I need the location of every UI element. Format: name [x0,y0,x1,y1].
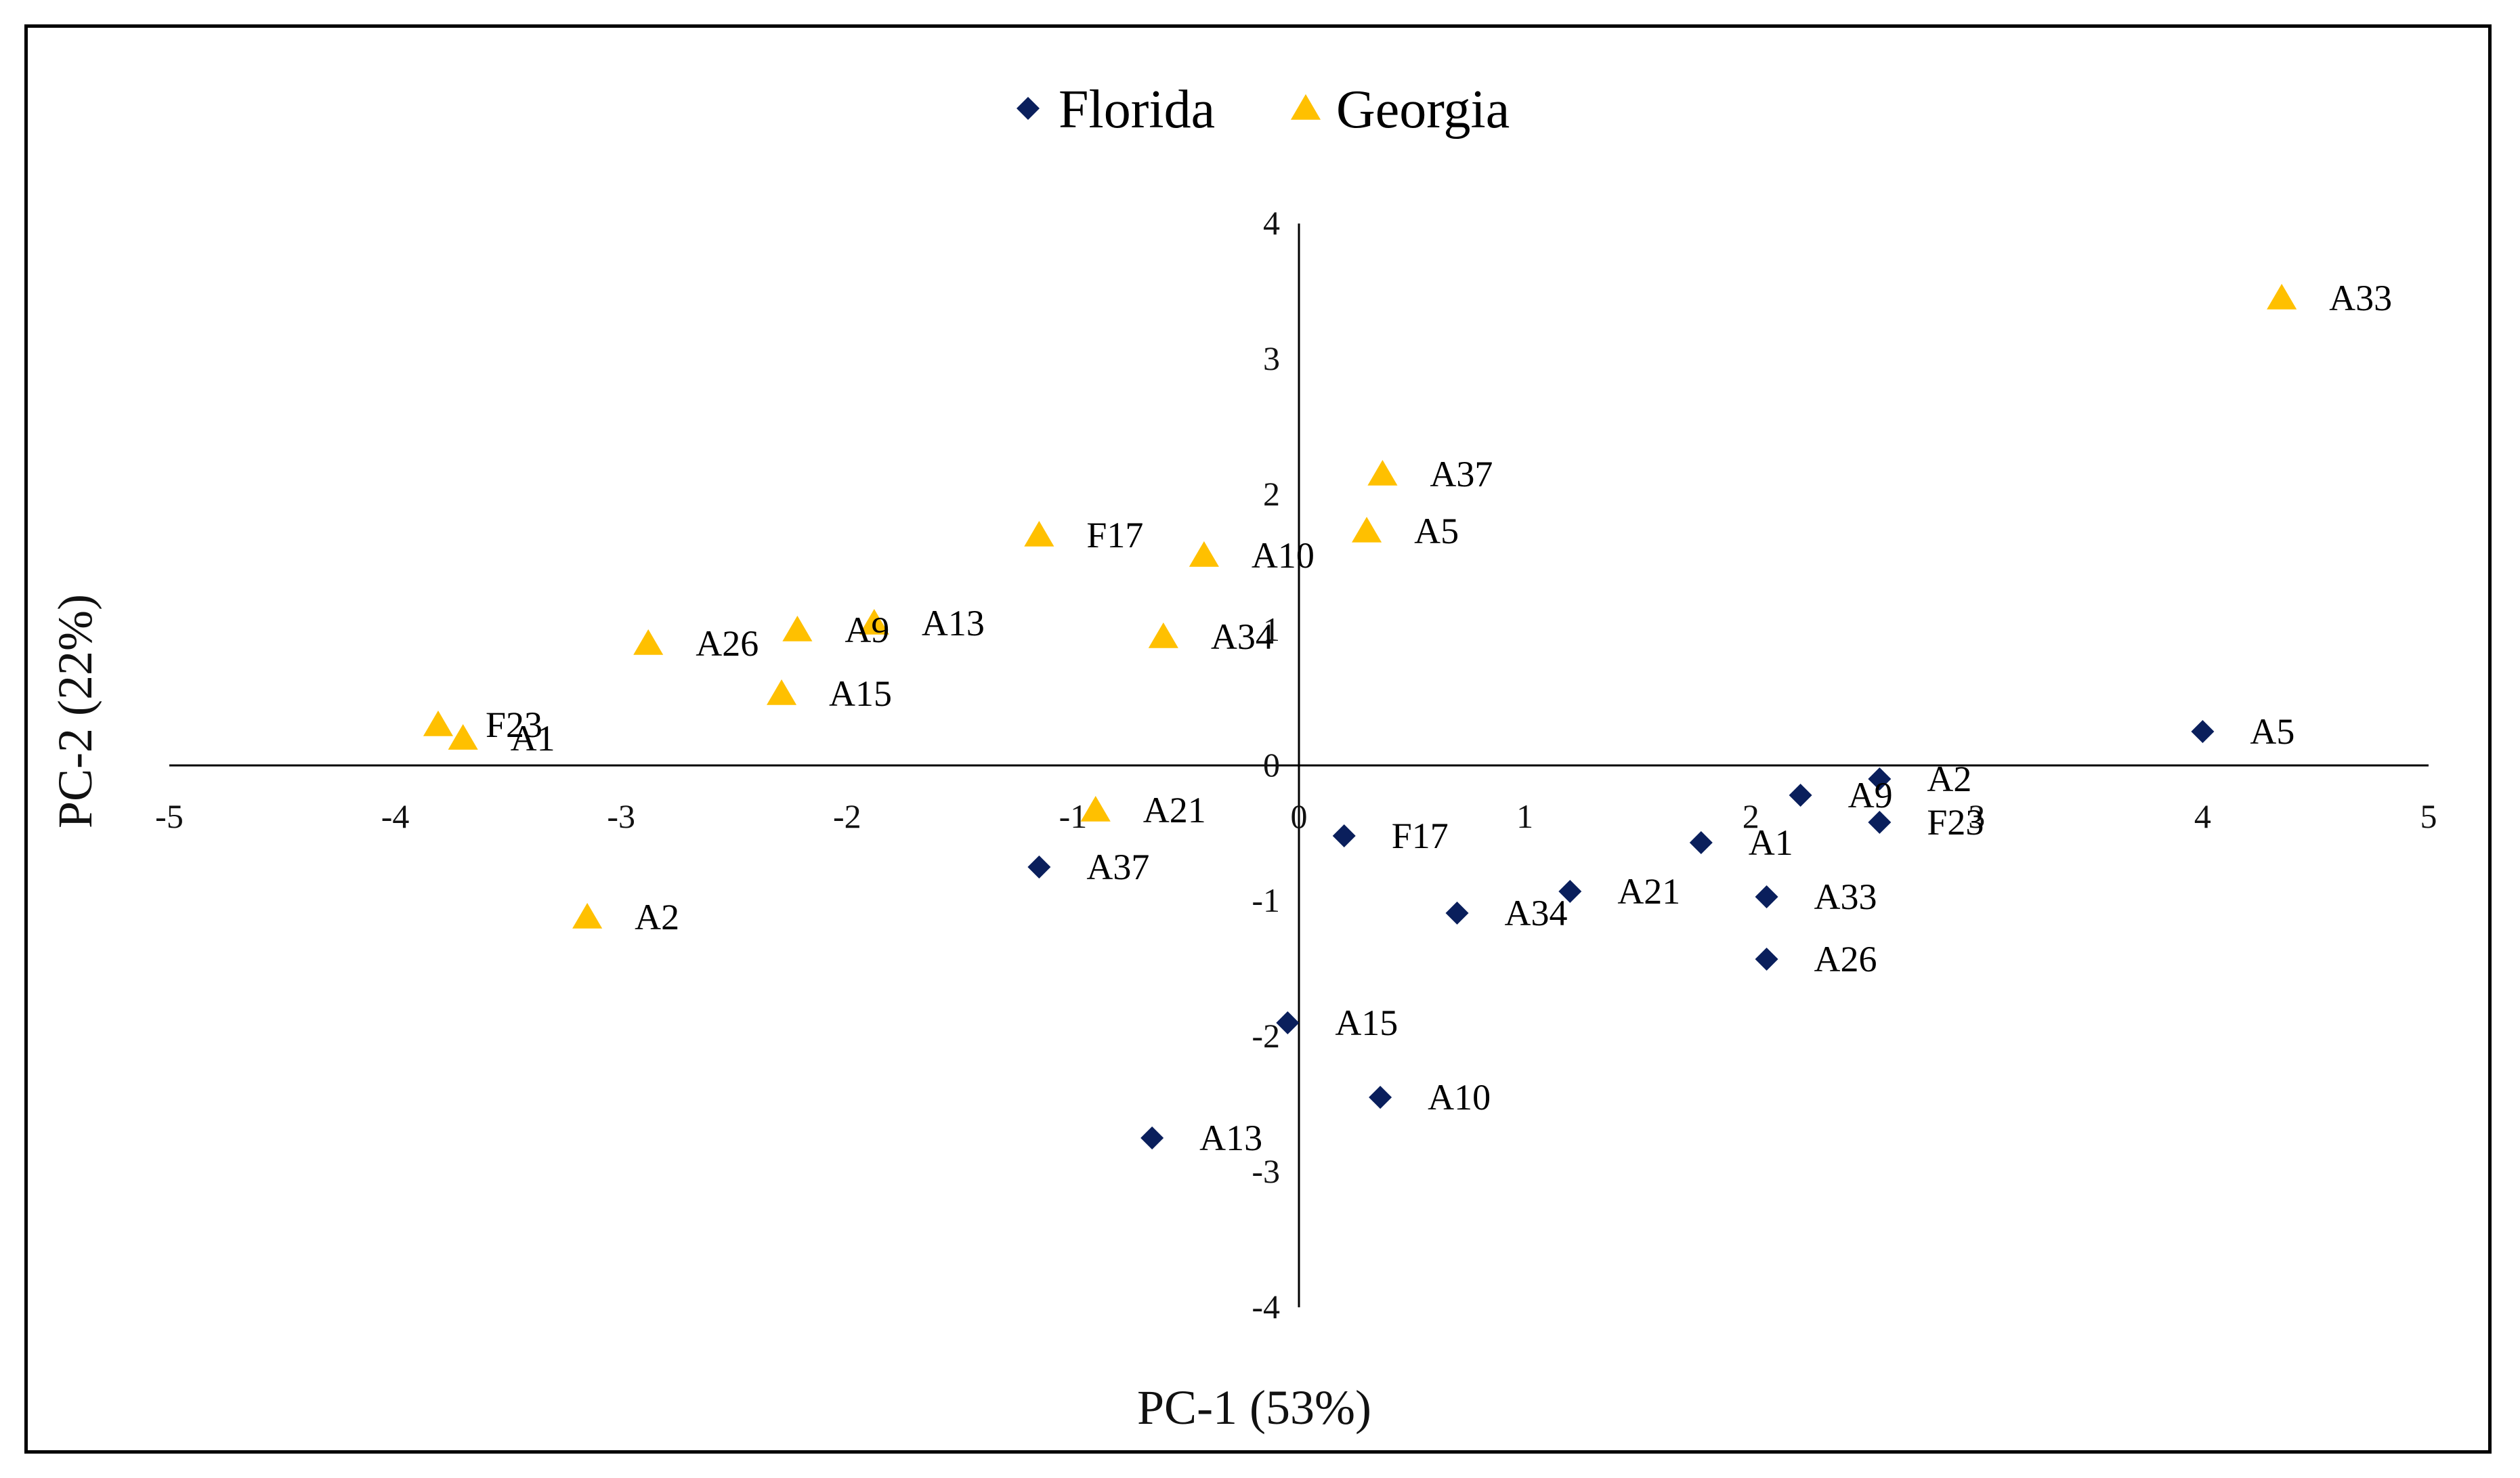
point-georgia-a15 [767,679,797,705]
point-label: A10 [1428,1077,1491,1118]
point-georgia-a37 [1367,460,1398,486]
point-label: A10 [1252,535,1315,576]
x-tick-label: 0 [1291,797,1308,835]
point-georgia-a26 [633,629,664,655]
tick-labels: -5 -4 -3 -2 -1 0 1 2 3 4 5 -4 -3 -2 -1 0 1 2 3 4 [155,204,2437,1326]
point-label: A33 [2329,278,2392,318]
point-labels: A5A2A9F23A1F17A33A21A34A26A37A15A10A13A3… [486,278,2392,1158]
chart-frame [24,24,2492,1454]
point-label: A1 [511,718,555,759]
point-label: F17 [1392,816,1449,856]
legend-marker-georgia [1290,94,1321,120]
x-tick-label: 1 [1516,797,1533,835]
point-label: A13 [922,603,985,643]
point-georgia-a5 [1352,517,1382,543]
legend-label-georgia: Georgia [1336,80,1510,140]
point-label: A1 [1749,822,1793,863]
legend-label-florida: Florida [1059,80,1215,140]
y-tick-label: -1 [1252,881,1280,919]
x-tick-label: 5 [2420,797,2437,835]
y-tick-label: -2 [1252,1017,1280,1055]
y-tick-label: 1 [1263,610,1280,648]
point-georgia-a21 [1080,796,1111,822]
point-florida-a33 [1755,885,1778,908]
point-label: F23 [486,704,542,745]
point-label: A9 [1848,775,1893,816]
point-florida-f17 [1332,824,1356,847]
point-label: A15 [829,673,892,714]
point-georgia-f23 [423,711,454,736]
point-florida-a5 [2191,720,2215,743]
point-label: A5 [1414,511,1459,551]
point-georgia-a10 [1189,541,1219,567]
y-tick-label: -4 [1252,1288,1280,1326]
x-axis-title: PC-1 (53%) [1137,1380,1371,1435]
point-label: A34 [1505,893,1568,933]
point-georgia-a2 [572,903,603,929]
point-florida-f23 [1868,811,1892,834]
point-label: A21 [1617,871,1680,912]
point-label: A33 [1814,877,1877,917]
point-label: A37 [1086,847,1149,887]
legend-marker-florida [1017,97,1040,120]
point-florida-a1 [1689,831,1713,854]
point-label: A13 [1199,1118,1262,1158]
point-florida-a10 [1369,1086,1392,1109]
point-georgia-a13 [859,609,889,635]
point-georgia-a9 [782,616,813,641]
point-label: A26 [696,623,759,664]
point-label: A2 [1927,759,1971,799]
point-florida-a13 [1140,1126,1164,1149]
point-florida-a2 [1868,767,1892,790]
x-tick-label: -1 [1059,797,1088,835]
point-label: A21 [1143,790,1206,830]
point-georgia-a33 [2267,284,2297,310]
axes [169,224,2429,1307]
x-tick-label: 3 [1968,797,1985,835]
point-label: A37 [1430,454,1493,494]
point-florida-a26 [1755,948,1778,971]
point-label: A5 [2250,711,2294,752]
data-points [423,284,2297,1149]
y-tick-label: 4 [1263,204,1280,242]
point-georgia-f17 [1024,521,1054,547]
x-tick-label: -4 [381,797,410,835]
point-florida-a37 [1027,856,1051,879]
point-label: A34 [1211,616,1274,657]
point-label: A9 [845,610,889,650]
point-florida-a9 [1789,784,1812,807]
y-tick-label: -3 [1252,1152,1280,1190]
point-label: F23 [1927,802,1984,843]
point-florida-a21 [1558,880,1582,903]
x-tick-label: 2 [1743,797,1759,835]
y-tick-label: 0 [1263,746,1280,784]
point-georgia-a1 [448,724,478,750]
legend: Florida Georgia [1017,80,1510,140]
x-tick-label: -5 [155,797,184,835]
point-georgia-a34 [1148,622,1178,648]
point-label: A2 [635,897,679,937]
point-label: A15 [1335,1002,1398,1043]
point-label: A26 [1814,939,1877,979]
y-tick-label: 2 [1263,475,1280,513]
x-tick-label: -2 [833,797,861,835]
x-tick-label: 4 [2194,797,2211,835]
y-tick-label: 3 [1263,339,1280,377]
y-axis-title: PC-2 (22%) [48,594,102,828]
point-label: F17 [1086,515,1143,555]
point-florida-a34 [1445,902,1469,925]
point-florida-a15 [1276,1011,1300,1034]
x-tick-label: -3 [607,797,635,835]
